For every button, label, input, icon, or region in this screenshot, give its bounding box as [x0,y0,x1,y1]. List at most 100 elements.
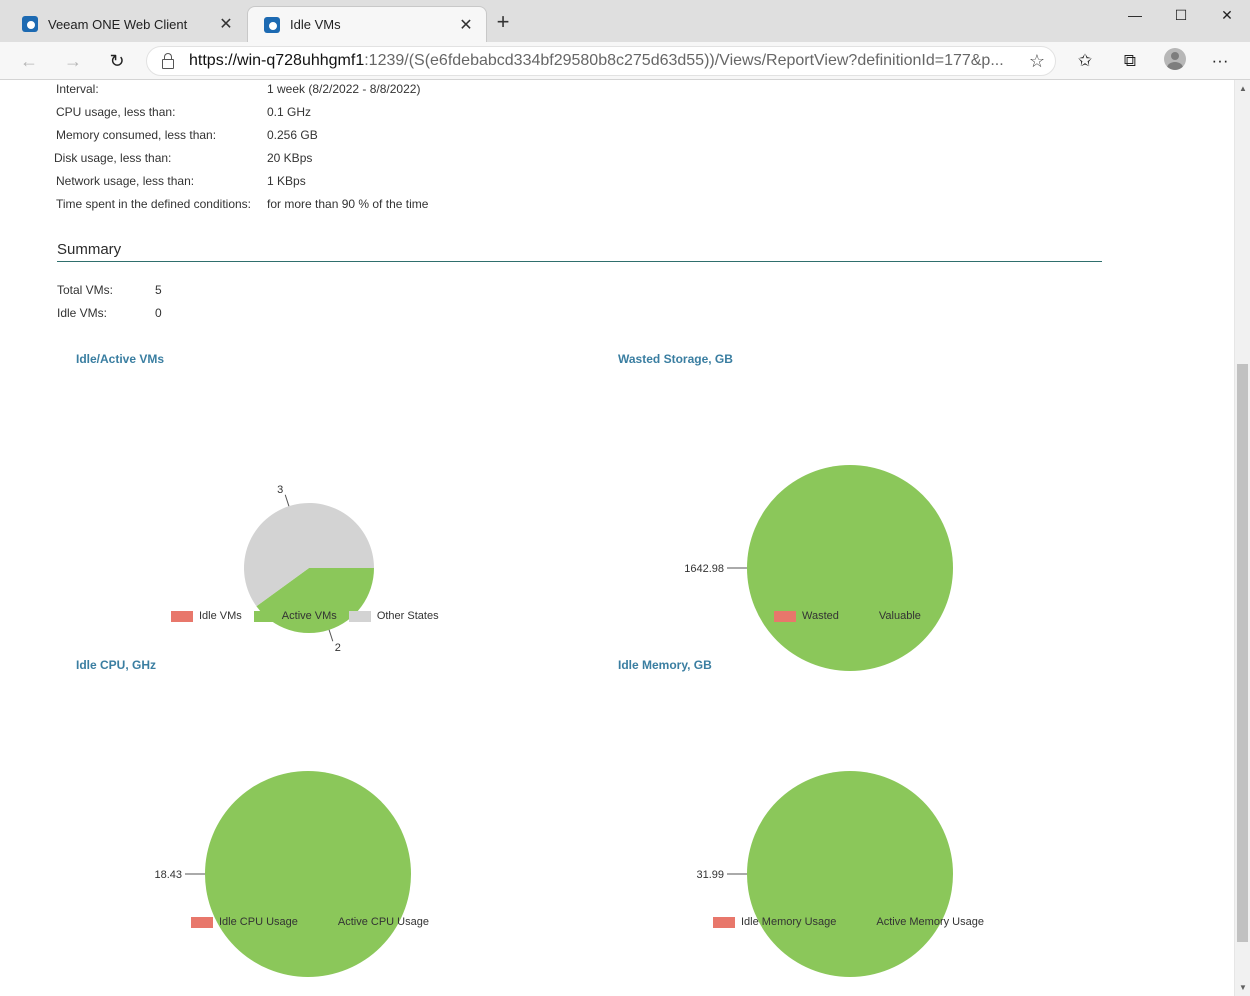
chart-title-idle-active-vms: Idle/Active VMs [76,352,165,366]
legend-label: Other States [376,610,439,622]
param-label: Time spent in the defined conditions: [56,197,252,211]
legend-item-other-states: Other States [348,610,439,622]
legend-swatch [348,610,371,622]
pie-chart-idle-cpu: 18.43 [154,771,411,977]
legend-swatch [191,916,213,928]
tab-strip: Veeam ONE Web Client ✕ Idle VMs ✕ + — ☐ … [0,0,1250,42]
param-label: Interval: [56,82,99,96]
param-label: Disk usage, less than: [54,151,172,165]
chart-title-idle-memory: Idle Memory, GB [618,658,712,672]
legend-label: Idle CPU Usage [219,916,298,928]
tab-title: Veeam ONE Web Client [48,16,188,32]
param-label: Network usage, less than: [56,174,195,188]
param-value: 0.256 GB [267,128,318,142]
legend-label: Wasted [802,610,839,622]
summary-value: 0 [155,306,162,320]
legend-label: Idle Memory Usage [741,916,837,928]
legend-label: Active VMs [281,610,337,622]
summary-label: Total VMs: [57,283,114,297]
address-bar[interactable]: https://win-q728uhhgmf1:1239/(S(e6fdebab… [146,46,1056,76]
minimize-icon[interactable]: — [1128,7,1142,23]
scroll-up-arrow-icon[interactable]: ▲ [1239,84,1247,93]
summary-heading: Summary [57,241,122,258]
summary-label: Idle VMs: [57,306,108,320]
chart-title-wasted-storage: Wasted Storage, GB [618,352,733,366]
more-menu-icon[interactable]: ··· [1211,51,1229,70]
data-label-other-states: 3 [277,484,283,496]
summary-divider [57,261,1102,262]
pie-chart-wasted-storage: 1642.98 [684,465,953,671]
favorites-list-icon[interactable]: ✩ [1077,51,1093,70]
legend-item-idle-vms: Idle VMs [171,610,242,622]
tab-veeam-one-web-client[interactable]: Veeam ONE Web Client ✕ [6,6,246,42]
legend-label: Valuable [878,610,921,622]
data-label-valuable: 1642.98 [684,563,724,575]
pie-slice-active-memory-usage [747,771,953,977]
legend-swatch [713,916,735,928]
lock-icon[interactable] [161,53,175,69]
tab-idle-vms[interactable]: Idle VMs ✕ [247,6,487,42]
data-label-active-cpu-usage: 18.43 [154,869,182,881]
profile-avatar[interactable] [1164,48,1186,70]
favorite-star-icon[interactable]: ☆ [1028,51,1045,71]
pie-slice-active-cpu-usage [205,771,411,977]
legend-label: Active CPU Usage [337,916,429,928]
pie-slice-other-states [243,503,374,607]
legend-item-wasted: Wasted [774,610,839,622]
pie-chart-idle-active-vms: 23 [243,484,374,654]
data-label-active-memory-usage: 31.99 [696,869,724,881]
legend-swatch [848,916,871,928]
legend-item-valuable: Valuable [850,610,921,622]
data-label-active-vms: 2 [335,642,341,654]
close-window-icon[interactable]: ✕ [1221,6,1233,23]
legend-swatch [171,610,193,622]
browser-toolbar: ← → ↻ https://win-q728uhhgmf1:1239/(S(e6… [0,42,1250,80]
legend-idle-cpu: Idle CPU Usage Active CPU Usage [191,916,429,928]
tab-title: Idle VMs [290,17,341,32]
chart-title-idle-cpu: Idle CPU, GHz [76,658,157,672]
legend-item-idle-memory-usage: Idle Memory Usage [713,916,836,928]
param-value: 20 KBps [267,151,313,165]
pie-slice-valuable [747,465,953,671]
close-tab-icon[interactable]: ✕ [219,16,233,33]
collections-icon[interactable]: ⧉ [1123,51,1137,70]
scrollbar-thumb[interactable] [1237,364,1248,942]
param-value: 1 KBps [267,174,306,188]
window-controls: — ☐ ✕ [1112,0,1250,32]
param-value: 0.1 GHz [267,105,312,119]
param-label: CPU usage, less than: [56,105,176,119]
legend-label: Idle VMs [199,610,242,622]
summary-total-vms: Total VMs: 5 [57,283,162,297]
maximize-icon[interactable]: ☐ [1174,6,1188,23]
param-value: 1 week (8/2/2022 - 8/8/2022) [267,82,421,96]
param-value: for more than 90 % of the time [267,197,429,211]
veeam-favicon-icon [264,16,280,33]
summary-value: 5 [155,283,162,297]
legend-item-idle-cpu-usage: Idle CPU Usage [191,916,298,928]
refresh-icon[interactable]: ↻ [109,50,125,71]
summary-idle-vms: Idle VMs: 0 [57,306,162,320]
legend-wasted-storage: Wasted Valuable [774,610,921,622]
legend-label: Active Memory Usage [876,916,984,928]
scroll-down-arrow-icon[interactable]: ▼ [1239,983,1247,992]
url-text[interactable]: https://win-q728uhhgmf1:1239/(S(e6fdebab… [189,52,1004,69]
data-label-leader [284,494,290,507]
back-arrow-icon[interactable]: ← [20,50,38,71]
report-page: Interval: 1 week (8/2/2022 - 8/8/2022) C… [0,80,1234,996]
forward-arrow-icon[interactable]: → [64,50,82,71]
new-tab-plus-icon[interactable]: + [496,9,510,34]
legend-item-active-cpu-usage: Active CPU Usage [309,916,429,928]
legend-idle-memory: Idle Memory Usage Active Memory Usage [713,916,984,928]
close-tab-icon[interactable]: ✕ [459,16,473,34]
legend-idle-active-vms: Idle VMs Active VMs Other States [171,610,439,622]
legend-item-active-vms: Active VMs [253,610,337,622]
legend-swatch [850,610,873,622]
page-scrollbar[interactable]: ▲ ▼ [1234,80,1250,996]
pie-chart-idle-memory: 31.99 [696,771,953,977]
legend-swatch [253,610,276,622]
pie-slice-active-vms [256,568,374,633]
legend-swatch [774,610,796,622]
data-label-leader [328,629,334,642]
legend-item-active-memory-usage: Active Memory Usage [848,916,984,928]
legend-swatch [309,916,332,928]
